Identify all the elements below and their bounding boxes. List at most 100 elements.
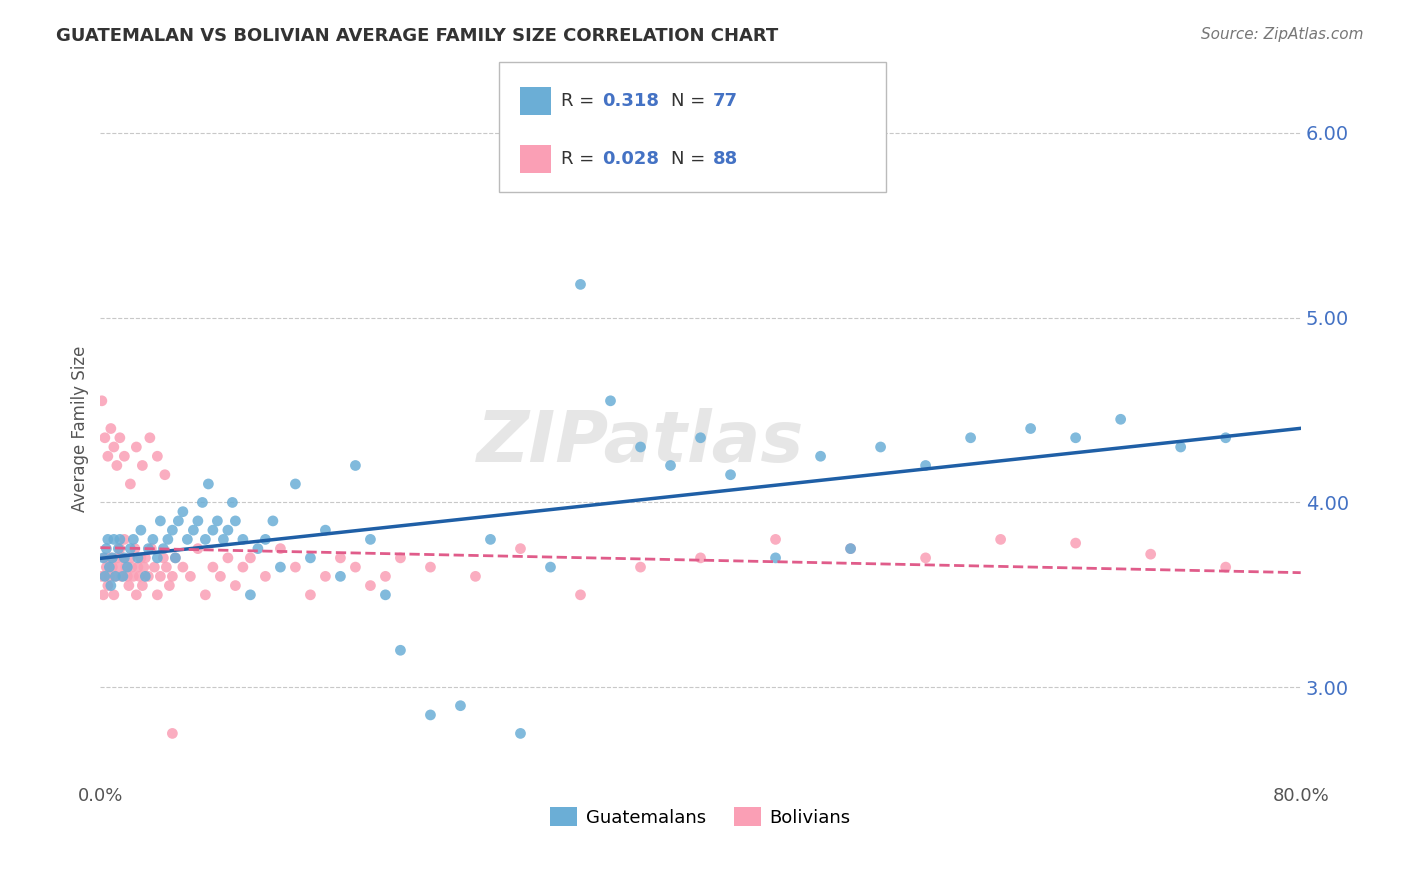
Point	[103, 533, 125, 547]
Point	[98, 560, 121, 574]
Text: N =: N =	[671, 92, 710, 110]
Point	[187, 514, 209, 528]
Point	[269, 541, 291, 556]
Point	[344, 560, 367, 574]
Point	[212, 533, 235, 547]
Point	[146, 449, 169, 463]
Text: 88: 88	[713, 150, 738, 168]
Point	[389, 643, 412, 657]
Point	[839, 541, 862, 556]
Point	[90, 393, 112, 408]
Point	[138, 569, 160, 583]
Point	[138, 541, 160, 556]
Point	[449, 698, 471, 713]
Point	[90, 569, 112, 583]
Point	[269, 560, 291, 574]
Point	[165, 550, 187, 565]
Point	[194, 533, 217, 547]
Point	[105, 458, 128, 473]
Point	[1215, 560, 1237, 574]
Text: GUATEMALAN VS BOLIVIAN AVERAGE FAMILY SIZE CORRELATION CHART: GUATEMALAN VS BOLIVIAN AVERAGE FAMILY SI…	[56, 27, 779, 45]
Point	[509, 726, 531, 740]
Point	[108, 431, 131, 445]
Point	[134, 569, 156, 583]
Text: 77: 77	[713, 92, 738, 110]
Point	[914, 458, 936, 473]
Point	[94, 550, 117, 565]
Text: 0.028: 0.028	[602, 150, 659, 168]
Point	[156, 533, 179, 547]
Point	[108, 541, 131, 556]
Point	[162, 726, 184, 740]
Point	[914, 550, 936, 565]
Point	[224, 514, 246, 528]
Point	[104, 569, 127, 583]
Point	[125, 588, 148, 602]
Point	[152, 541, 174, 556]
Point	[117, 569, 139, 583]
Point	[209, 569, 232, 583]
Point	[98, 569, 121, 583]
Point	[162, 569, 184, 583]
Point	[299, 588, 322, 602]
Point	[94, 569, 117, 583]
Point	[197, 477, 219, 491]
Point	[103, 588, 125, 602]
Point	[132, 560, 155, 574]
Text: ZIPatlas: ZIPatlas	[477, 408, 804, 477]
Point	[1064, 536, 1087, 550]
Point	[115, 560, 138, 574]
Point	[389, 550, 412, 565]
Point	[122, 569, 145, 583]
Point	[359, 533, 381, 547]
Point	[246, 541, 269, 556]
Point	[149, 514, 172, 528]
Point	[127, 550, 149, 565]
Point	[254, 569, 277, 583]
Point	[97, 449, 120, 463]
Point	[152, 550, 174, 565]
Point	[183, 523, 205, 537]
Point	[139, 431, 162, 445]
Point	[100, 550, 122, 565]
Point	[720, 467, 742, 482]
Point	[125, 440, 148, 454]
Point	[142, 533, 165, 547]
Point	[479, 533, 502, 547]
Point	[149, 569, 172, 583]
Point	[299, 550, 322, 565]
Point	[284, 477, 307, 491]
Point	[172, 560, 194, 574]
Point	[122, 533, 145, 547]
Text: R =: R =	[561, 150, 600, 168]
Point	[1064, 431, 1087, 445]
Point	[201, 523, 224, 537]
Point	[314, 569, 336, 583]
Point	[107, 541, 129, 556]
Point	[239, 550, 262, 565]
Point	[224, 578, 246, 592]
Point	[201, 560, 224, 574]
Point	[314, 523, 336, 537]
Point	[134, 550, 156, 565]
Point	[689, 550, 711, 565]
Point	[217, 523, 239, 537]
Point	[179, 569, 201, 583]
Point	[118, 578, 141, 592]
Point	[165, 550, 187, 565]
Point	[97, 533, 120, 547]
Point	[599, 393, 621, 408]
Point	[110, 569, 132, 583]
Point	[146, 588, 169, 602]
Point	[374, 588, 396, 602]
Point	[129, 523, 152, 537]
Point	[146, 550, 169, 565]
Point	[221, 495, 243, 509]
Point	[153, 467, 176, 482]
Point	[207, 514, 229, 528]
Text: R =: R =	[561, 92, 600, 110]
Point	[1019, 421, 1042, 435]
Point	[103, 440, 125, 454]
Point	[124, 541, 146, 556]
Point	[108, 533, 131, 547]
